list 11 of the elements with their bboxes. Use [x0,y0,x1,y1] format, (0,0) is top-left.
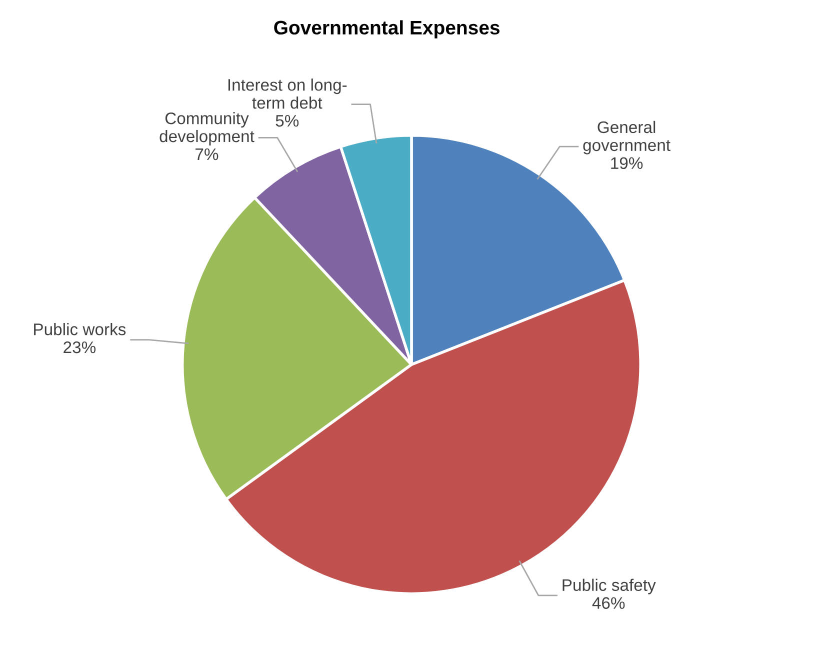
data-label: 19% [611,157,643,170]
data-label: 23% [64,341,96,354]
data-label: 7% [196,148,218,160]
data-label: 46% [592,597,625,609]
slice-label: Interest on long- term debt [228,78,347,109]
data-label: 5% [276,114,299,127]
slice-label: General government [583,120,670,154]
slice-label: Public safety [562,578,656,594]
chart-title: Governmental Expenses [274,20,500,38]
slice-label: Community development [160,112,254,146]
slice-label: Public works [34,323,126,336]
